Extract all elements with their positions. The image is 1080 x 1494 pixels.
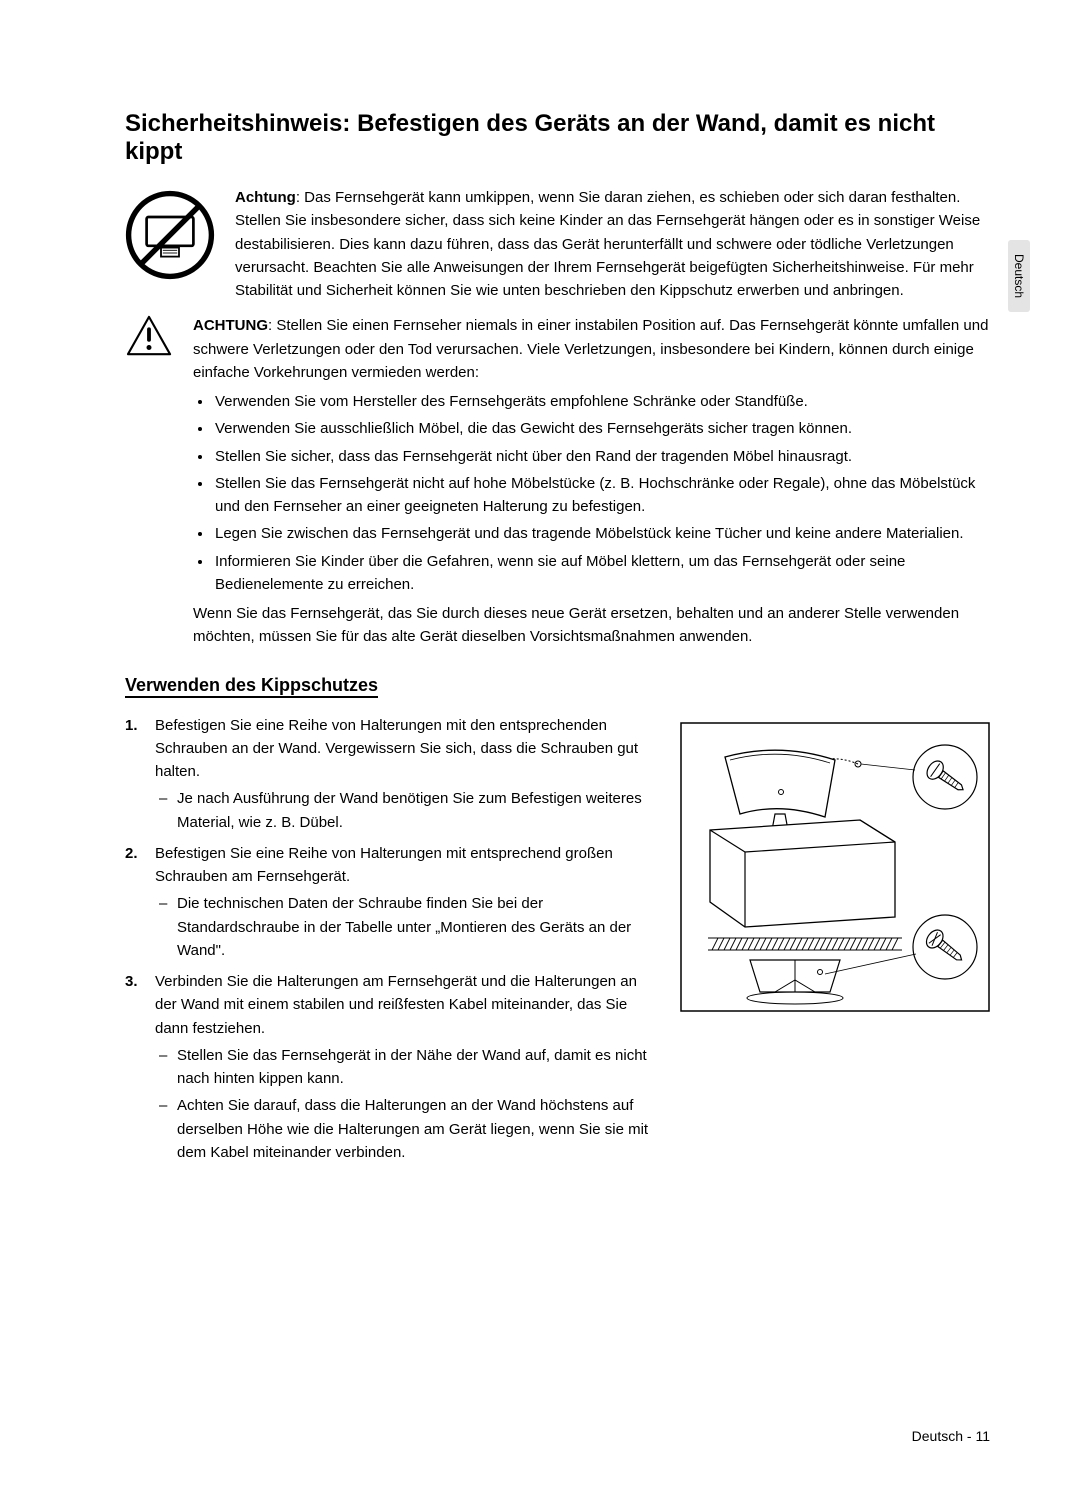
caution-body: : Das Fernsehgerät kann umkippen, wenn S…: [235, 189, 980, 299]
substep-item: Je nach Ausführung der Wand benötigen Si…: [155, 787, 650, 834]
list-item: Verwenden Sie vom Hersteller des Fernseh…: [213, 390, 990, 413]
list-item: Verwenden Sie ausschließlich Möbel, die …: [213, 417, 990, 440]
page-footer: Deutsch - 11: [912, 1428, 990, 1444]
page-title: Sicherheitshinweis: Befestigen des Gerät…: [125, 110, 990, 166]
page-content: Sicherheitshinweis: Befestigen des Gerät…: [0, 0, 1080, 1232]
list-item: Stellen Sie sicher, dass das Fernsehgerä…: [213, 445, 990, 468]
warning-block: ACHTUNG: Stellen Sie einen Fernseher nie…: [125, 314, 990, 384]
no-tip-tv-icon: [125, 186, 215, 302]
substep-item: Achten Sie darauf, dass die Halterungen …: [155, 1094, 650, 1164]
step-text: Befestigen Sie eine Reihe von Halterunge…: [155, 717, 638, 781]
steps-section: Befestigen Sie eine Reihe von Halterunge…: [125, 714, 990, 1173]
warning-triangle-icon: [125, 314, 173, 363]
numbered-steps: Befestigen Sie eine Reihe von Halterunge…: [125, 714, 650, 1165]
substep-item: Stellen Sie das Fernsehgerät in der Nähe…: [155, 1044, 650, 1091]
step-text: Befestigen Sie eine Reihe von Halterunge…: [155, 845, 613, 885]
step-text: Verbinden Sie die Halterungen am Fernseh…: [155, 973, 637, 1037]
caution-block: Achtung: Das Fernsehgerät kann umkippen,…: [125, 186, 990, 302]
step-sublist: Die technischen Daten der Schraube finde…: [155, 892, 650, 962]
warning-label: ACHTUNG: [193, 317, 268, 334]
step-item: Befestigen Sie eine Reihe von Halterunge…: [125, 714, 650, 834]
list-item: Informieren Sie Kinder über die Gefahren…: [213, 550, 990, 597]
caution-label: Achtung: [235, 189, 296, 206]
step-item: Befestigen Sie eine Reihe von Halterunge…: [125, 842, 650, 962]
steps-column: Befestigen Sie eine Reihe von Halterunge…: [125, 714, 650, 1173]
list-item: Stellen Sie das Fernsehgerät nicht auf h…: [213, 472, 990, 519]
tv-mounting-diagram: [680, 714, 990, 1017]
warning-text: ACHTUNG: Stellen Sie einen Fernseher nie…: [193, 314, 990, 384]
language-tab: Deutsch: [1008, 240, 1030, 312]
list-item: Legen Sie zwischen das Fernsehgerät und …: [213, 522, 990, 545]
post-bullets-text: Wenn Sie das Fernsehgerät, das Sie durch…: [193, 602, 990, 649]
step-item: Verbinden Sie die Halterungen am Fernseh…: [125, 970, 650, 1164]
substep-item: Die technischen Daten der Schraube finde…: [155, 892, 650, 962]
step-sublist: Je nach Ausführung der Wand benötigen Si…: [155, 787, 650, 834]
precautions-list: Verwenden Sie vom Hersteller des Fernseh…: [213, 390, 990, 596]
warning-body: : Stellen Sie einen Fernseher niemals in…: [193, 317, 988, 381]
caution-text: Achtung: Das Fernsehgerät kann umkippen,…: [235, 186, 990, 302]
step-sublist: Stellen Sie das Fernsehgerät in der Nähe…: [155, 1044, 650, 1164]
subheading: Verwenden des Kippschutzes: [125, 675, 378, 698]
